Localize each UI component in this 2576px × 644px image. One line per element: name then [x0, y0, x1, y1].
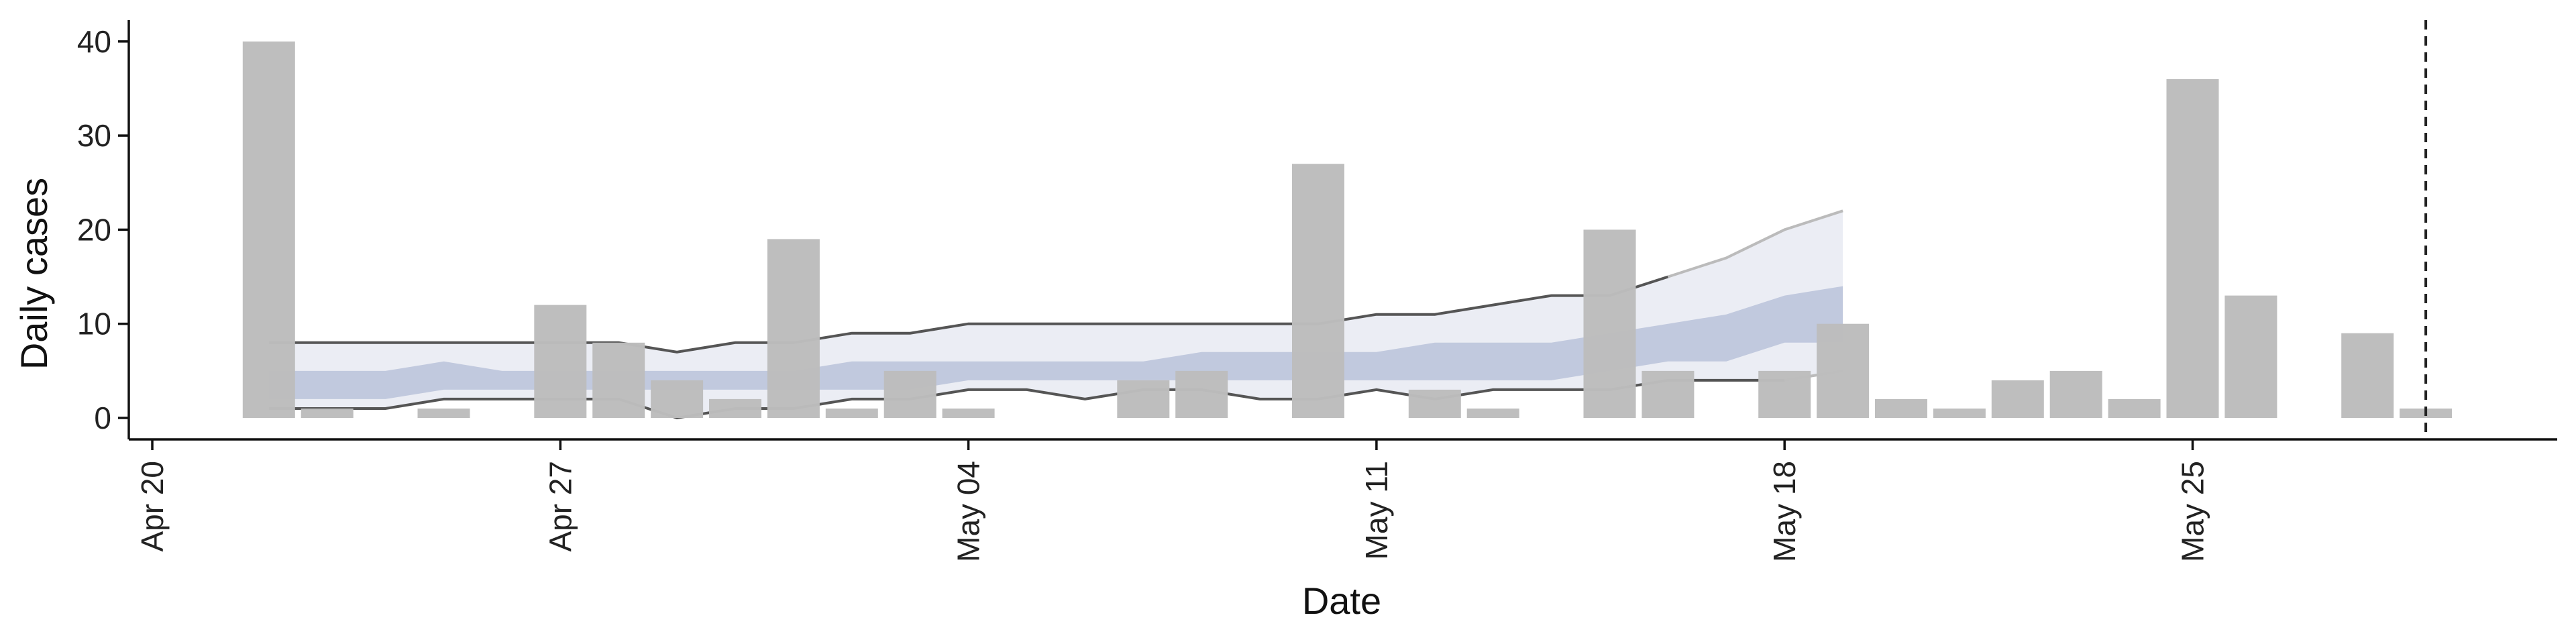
bar-2020-04-27 [534, 305, 587, 418]
bar-2020-05-02 [825, 409, 878, 418]
inner-interval-band [268, 286, 1843, 399]
bar-2020-05-21 [1933, 409, 1986, 418]
forecast-interval-lines [268, 209, 1843, 420]
bar-2020-05-08 [1175, 370, 1228, 418]
y-tick-label-30: 30 [77, 118, 111, 153]
bar-2020-05-28 [2341, 333, 2394, 418]
x-tick-label-2020-05-25: May 25 [2176, 461, 2210, 562]
bar-2020-05-01 [767, 239, 820, 418]
daily-case-bars [242, 41, 2453, 419]
bar-2020-05-10 [1292, 164, 1344, 418]
y-tick-label-0: 0 [94, 400, 111, 435]
bar-2020-05-24 [2108, 398, 2161, 418]
bar-2020-04-22 [242, 41, 295, 419]
x-tick-label-2020-05-11: May 11 [1359, 461, 1394, 559]
x-axis-title: Date [1302, 580, 1381, 622]
bar-2020-05-12 [1408, 389, 1461, 418]
bar-2020-04-28 [592, 342, 645, 418]
bar-2020-05-26 [2224, 295, 2277, 418]
bar-2020-05-25 [2166, 78, 2219, 419]
bar-2020-05-13 [1466, 409, 1519, 418]
lower-interval-line-dark [268, 378, 1785, 420]
bar-2020-05-16 [1642, 370, 1695, 418]
bar-2020-04-25 [417, 409, 470, 418]
bar-2020-05-04 [942, 409, 995, 418]
bar-2020-05-20 [1875, 398, 1927, 418]
x-tick-label-2020-05-04: May 04 [951, 461, 986, 562]
bar-2020-05-07 [1117, 380, 1170, 418]
y-tick-label-20: 20 [77, 212, 111, 247]
upper-interval-line-dark [268, 275, 1669, 354]
bar-2020-04-30 [709, 398, 761, 418]
bar-2020-05-23 [2049, 370, 2102, 418]
axes: 0 10 20 30 40 Apr 20 Apr 27 May 04 May 11 May 18 M… [77, 20, 2557, 562]
bar-2020-04-29 [651, 380, 704, 418]
y-axis-title: Daily cases [13, 178, 55, 370]
bar-2020-05-22 [1991, 380, 2044, 418]
x-tick-label-2020-05-18: May 18 [1767, 461, 1802, 562]
x-tick-label-2020-04-27: Apr 27 [543, 461, 578, 552]
bar-2020-04-23 [301, 409, 354, 418]
bar-2020-05-15 [1583, 229, 1636, 418]
outer-interval-band [268, 211, 1843, 418]
bar-2020-05-18 [1758, 370, 1811, 418]
bar-2020-05-03 [883, 370, 936, 418]
upper-interval-line-light [1667, 209, 1843, 278]
forecast-bands [268, 211, 1843, 418]
bar-2020-05-19 [1817, 323, 1870, 418]
x-tick-label-2020-04-20: Apr 20 [135, 461, 170, 552]
y-tick-label-40: 40 [77, 24, 111, 59]
y-tick-label-10: 10 [77, 307, 111, 341]
